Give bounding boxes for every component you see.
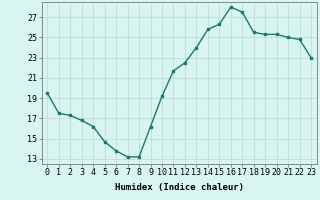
X-axis label: Humidex (Indice chaleur): Humidex (Indice chaleur) xyxy=(115,183,244,192)
